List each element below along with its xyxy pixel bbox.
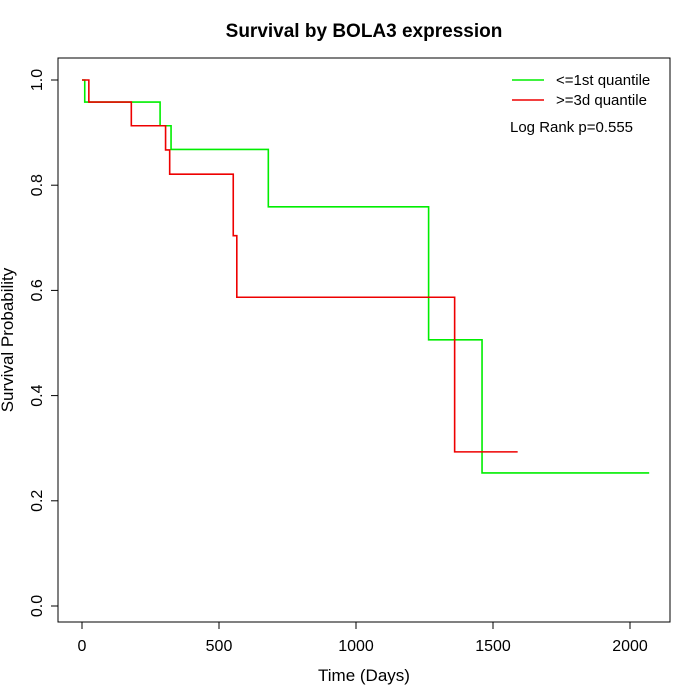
- y-tick-label: 1.0: [29, 69, 46, 91]
- x-tick-label: 500: [206, 638, 233, 655]
- y-tick-label: 0.4: [29, 384, 46, 406]
- series-line-1: [82, 79, 650, 474]
- plot-frame: [57, 57, 671, 623]
- x-tick-label: 2000: [612, 638, 648, 655]
- x-tick-label: 0: [78, 638, 87, 655]
- chart-title: Survival by BOLA3 expression: [226, 21, 503, 42]
- y-axis-label: Survival Probability: [0, 267, 17, 412]
- legend-label: <=1st quantile: [556, 72, 650, 89]
- x-tick-label: 1000: [338, 638, 374, 655]
- series-layer: [82, 79, 650, 474]
- legend: <=1st quantile >=3d quantile: [512, 72, 650, 109]
- x-axis-label: Time (Days): [318, 666, 410, 685]
- y-tick-label: 0.8: [29, 174, 46, 196]
- series-line-2: [82, 79, 518, 453]
- y-tick-label: 0.2: [29, 490, 46, 512]
- x-tick-label: 1500: [475, 638, 511, 655]
- x-axis: 0 500 1000 1500 2000: [78, 621, 648, 655]
- log-rank-annotation: Log Rank p=0.555: [510, 119, 633, 136]
- legend-label: >=3d quantile: [556, 92, 647, 109]
- y-tick-label: 0.6: [29, 279, 46, 301]
- y-tick-label: 0.0: [29, 595, 46, 617]
- y-axis: 0.0 0.2 0.4 0.6 0.8 1.0: [29, 69, 59, 617]
